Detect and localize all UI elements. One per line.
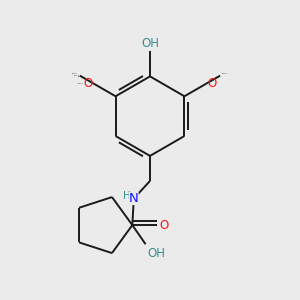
Text: methoxy: methoxy (222, 73, 228, 74)
Text: methoxy: methoxy (74, 75, 80, 76)
Text: H: H (123, 191, 130, 201)
Text: O: O (160, 219, 169, 232)
Text: O: O (83, 77, 92, 90)
Text: methoxy: methoxy (77, 83, 84, 84)
Text: OH: OH (147, 247, 165, 260)
Text: methoxy: methoxy (72, 73, 78, 74)
Text: methoxy: methoxy (78, 76, 84, 77)
Text: O: O (208, 77, 217, 90)
Text: OH: OH (141, 37, 159, 50)
Text: N: N (129, 192, 139, 205)
